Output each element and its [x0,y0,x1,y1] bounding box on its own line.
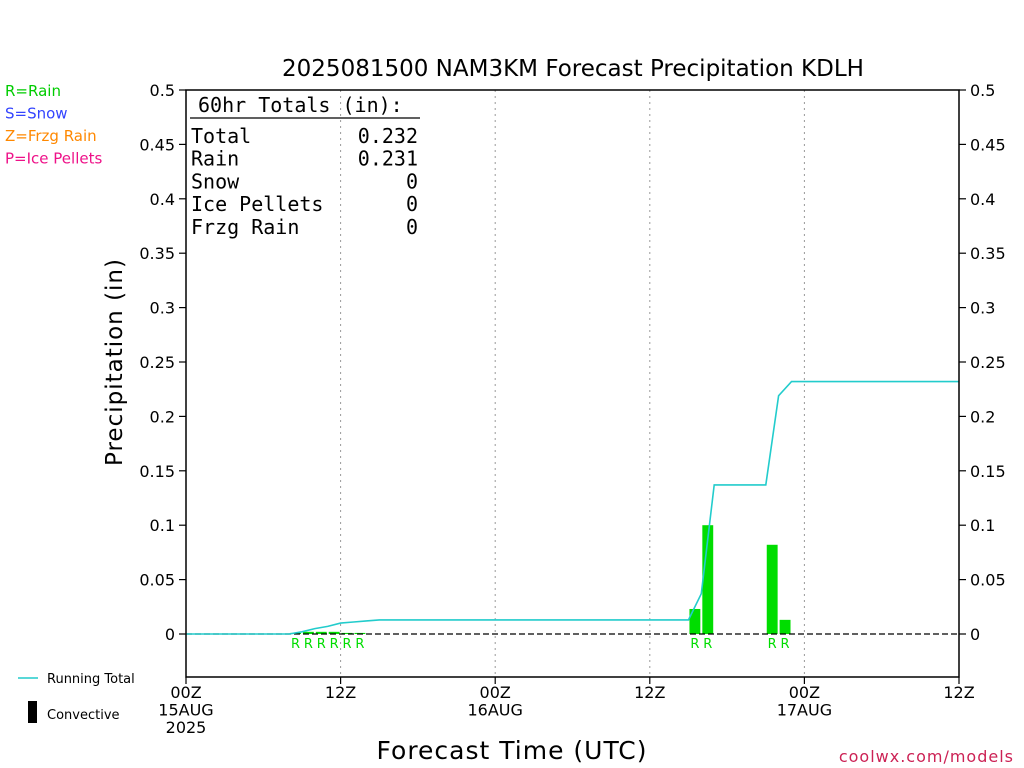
totals-rows: Total 0.232 Rain 0.231 Snow 0 Ice Pellets 0 Frzg… [191,124,418,239]
chart-title: 2025081500 NAM3KM Forecast Precipitation… [282,56,864,82]
rain-bar [341,632,353,634]
y-tick-label-right: 0.3 [970,299,995,318]
totals-label: Snow [191,169,240,193]
totals-label: Ice Pellets [191,192,323,216]
y-tick-label-right: 0.35 [970,244,1006,263]
totals-value: 0 [406,192,418,216]
y-tick-label: 0.1 [150,516,175,535]
rain-type-label: R [317,637,326,652]
site-credit: coolwx.com/models [839,747,1014,766]
y-tick-label: 0.4 [150,190,175,209]
rain-type-label: R [343,637,352,652]
x-tick-label: 00Z [480,683,511,702]
y-tick-label: 0.5 [150,81,175,100]
y-tick-label-right: 0.15 [970,462,1006,481]
x-axis-label: Forecast Time (UTC) [377,736,648,765]
rain-type-label: R [291,637,300,652]
running-total-line [186,380,959,635]
type-legend-item: S=Snow [5,105,68,123]
rain-bar [702,525,714,634]
totals-label: Frzg Rain [191,215,299,239]
rain-bar [315,631,327,634]
totals-value: 0 [406,169,418,193]
totals-label: Total [191,124,251,148]
x-tick-label: 15AUG [158,701,213,720]
y-tick-label: 0.45 [139,135,175,154]
y-tick-label-right: 0.4 [970,190,995,209]
x-tick-label: 17AUG [777,701,832,720]
rain-type-label: R [768,637,777,652]
y-tick-label: 0 [165,625,175,644]
type-legend-item: R=Rain [5,82,61,100]
y-axis-right: 0.5 0.45 0.4 0.35 0.3 0.25 0.2 0.15 0.1 0.05 0 [959,81,1006,644]
totals-label: Rain [191,147,239,171]
y-tick-label-right: 0 [970,625,980,644]
y-tick-label: 0.35 [139,244,175,263]
y-axis-left: 0.5 0.45 0.4 0.35 0.3 0.25 0.2 0.15 0.1 0.05 0 [139,81,186,644]
type-legend-item: P=Ice Pellets [5,150,102,168]
legend-label: Convective [47,708,120,723]
y-tick-label: 0.15 [139,462,175,481]
y-tick-label-right: 0.45 [970,135,1006,154]
y-tick-label: 0.2 [150,407,175,426]
rain-bars [290,525,791,634]
type-legend-item: Z=Frzg Rain [5,127,97,145]
rain-type-label: R [355,637,364,652]
y-tick-label-right: 0.5 [970,81,995,100]
y-tick-label: 0.05 [139,571,175,590]
y-tick-label-right: 0.25 [970,353,1006,372]
rain-bar [689,608,701,634]
x-tick-label: 00Z [789,683,820,702]
totals-value: 0.232 [358,124,418,148]
y-tick-label-right: 0.2 [970,407,995,426]
precip-type-legend: R=Rain S=Snow Z=Frzg Rain P=Ice Pellets [5,82,102,168]
x-tick-label: 12Z [634,683,665,702]
rain-type-label: R [304,637,313,652]
totals-value: 0.231 [358,147,418,171]
totals-box: 60hr Totals (in): Total 0.232 Rain 0.231 Sno… [190,93,420,239]
y-tick-label: 0.3 [150,299,175,318]
rain-type-label: R [690,637,699,652]
y-axis-label: Precipitation (in) [102,258,128,466]
legend-bar-swatch [28,701,37,723]
rain-type-label: R [781,637,790,652]
y-tick-label: 0.25 [139,353,175,372]
rain-bar [302,631,314,634]
x-tick-label: 12Z [325,683,356,702]
totals-value: 0 [406,215,418,239]
totals-header: 60hr Totals (in): [198,93,403,117]
y-tick-label-right: 0.05 [970,571,1006,590]
rain-bar [328,631,340,634]
rain-type-label: R [330,637,339,652]
x-tick-label: 00Z [170,683,201,702]
x-tick-label: 2025 [166,718,207,737]
rain-type-label: R [703,637,712,652]
y-tick-label-right: 0.1 [970,516,995,535]
rain-bar [766,544,778,634]
rain-bar [779,619,791,634]
plot-frame [185,89,960,678]
x-tick-label: 16AUG [467,701,522,720]
x-tick-label: 12Z [943,683,974,702]
vertical-gridlines [340,90,805,677]
series-legend: Running Total Convective [18,672,135,723]
legend-label: Running Total [47,672,135,687]
